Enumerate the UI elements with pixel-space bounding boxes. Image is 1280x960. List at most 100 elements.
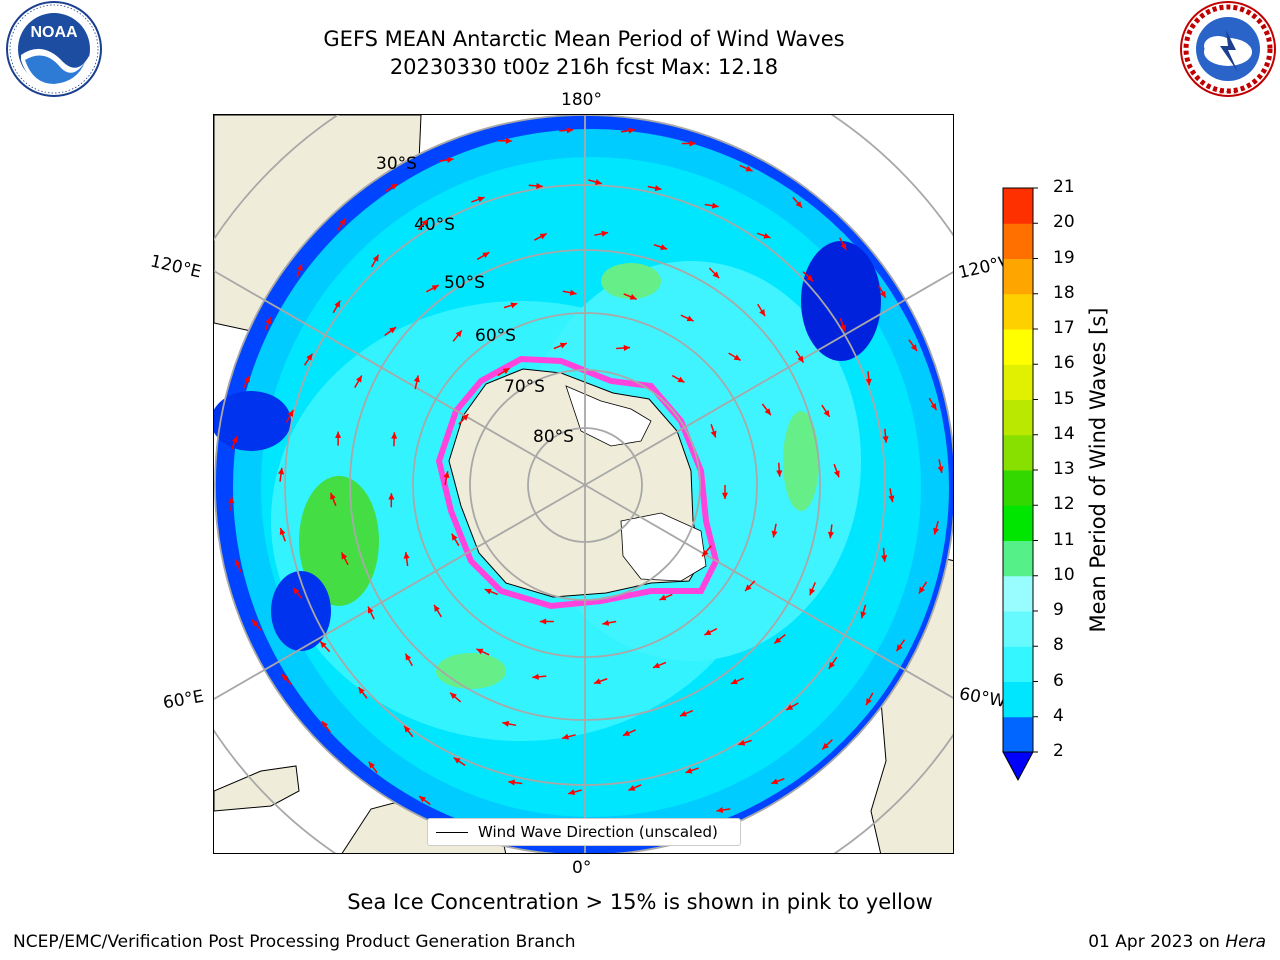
- wave-arrow-head: [539, 618, 547, 625]
- colorbar-bin: [1003, 681, 1033, 718]
- wave-arrow-head: [827, 531, 834, 539]
- colorbar-tick-label: 11: [1053, 529, 1075, 550]
- wave-arrow-head: [721, 492, 729, 499]
- legend-label: Wind Wave Direction (unscaled): [478, 823, 718, 841]
- wave-arrow-head: [828, 661, 835, 669]
- wave-arrow-head: [484, 588, 492, 595]
- wave-arrow-head: [234, 559, 241, 567]
- wave-arrow-head: [716, 807, 724, 814]
- wave-arrow-head: [388, 493, 395, 500]
- svg-text:NOAA: NOAA: [30, 24, 78, 41]
- wave-arrow-head: [339, 218, 346, 226]
- map-panel: 30°S 40°S 50°S 60°S 70°S 80°S: [213, 114, 954, 854]
- wave-arrow-head: [421, 219, 429, 227]
- wave-arrow-head: [569, 289, 577, 296]
- map-legend: Wind Wave Direction (unscaled): [427, 818, 741, 846]
- wave-arrow-head: [888, 495, 895, 503]
- ross-ice-shelf: [565, 385, 652, 447]
- wave-arrow-head: [482, 252, 490, 259]
- colorbar-bin: [1003, 540, 1033, 577]
- wave-arrow-head: [251, 619, 259, 627]
- wave-arrow-head: [712, 271, 720, 279]
- legend-line-symbol: [436, 831, 468, 833]
- wave-arrow-head: [505, 137, 513, 144]
- wind-wave-arrows: [228, 127, 944, 845]
- wave-arrow-head: [405, 653, 412, 661]
- wave-arrow-head: [232, 435, 238, 443]
- wave-arrow-head: [451, 533, 458, 541]
- wave-arrow-head: [733, 354, 741, 361]
- wave-arrow-head: [296, 263, 303, 271]
- wave-arrow-head: [431, 285, 439, 291]
- wave-arrow-head: [330, 492, 336, 500]
- colorbar-bin: [1003, 293, 1033, 330]
- colorbar-tick-label: 12: [1053, 494, 1075, 515]
- wave-arrow-head: [566, 127, 574, 134]
- wave-arrow-head: [840, 243, 847, 251]
- wave-arrow-head: [797, 355, 804, 363]
- credit-text: NCEP/EMC/Verification Post Processing Pr…: [13, 932, 576, 952]
- wave-arrow-head: [809, 588, 816, 596]
- wave-arrow-head: [865, 378, 872, 386]
- sea-ice-note: Sea Ice Concentration > 15% is shown in …: [347, 890, 933, 914]
- lat-label-60s: 60°S: [475, 326, 516, 346]
- wave-arrow-head: [833, 470, 840, 478]
- colorbar-tick-label: 17: [1053, 318, 1075, 338]
- wave-arrow-head: [866, 698, 872, 706]
- colorbar-bin: [1003, 470, 1033, 506]
- longitude-lines: [214, 115, 953, 853]
- map-subtitle: 20230330 t00z 216h fcst Max: 12.18: [389, 55, 779, 79]
- wave-arrow-head: [786, 704, 794, 710]
- wave-arrow-head: [730, 678, 738, 685]
- wave-arrow-head: [532, 673, 539, 680]
- lon-label-60e: 60°E: [161, 686, 206, 714]
- colorbar-tick-label: 13: [1053, 459, 1075, 479]
- wave-arrow-head: [759, 309, 766, 317]
- host-name: Hera: [1225, 932, 1266, 952]
- wave-arrow-head: [539, 233, 547, 240]
- colorbar-bin: [1003, 329, 1033, 365]
- wave-arrow-head: [594, 678, 601, 685]
- wave-arrow-head: [244, 375, 250, 383]
- wave-arrow-head: [320, 641, 327, 649]
- lat-label-70s: 70°S: [504, 377, 545, 397]
- wave-arrow-head: [293, 587, 300, 595]
- noaa-logo: NOAA: [6, 1, 102, 97]
- wave-arrow-head: [443, 471, 450, 479]
- wave-arrow-head: [659, 594, 667, 601]
- wave-arrow-head: [937, 466, 944, 473]
- sea-ice-edge: [435, 355, 720, 610]
- wave-arrow-head: [702, 549, 709, 557]
- lon-label-180: 180°: [561, 90, 602, 110]
- wave-arrow-head: [710, 430, 717, 438]
- wave-arrow-head: [389, 327, 397, 334]
- colorbar-tick-label: 18: [1053, 282, 1075, 303]
- wave-arrow-head: [403, 552, 410, 559]
- wave-arrow-head: [278, 467, 285, 475]
- wave-arrow-head: [510, 302, 518, 309]
- lat-label-40s: 40°S: [414, 215, 455, 235]
- lat-label-50s: 50°S: [444, 273, 485, 293]
- lat-label-80s: 80°S: [533, 427, 574, 447]
- wave-arrow-head: [918, 586, 925, 594]
- wave-arrow-head: [774, 637, 782, 644]
- wave-arrow-head: [711, 202, 719, 209]
- wave-arrow-head: [508, 779, 515, 786]
- wave-arrow-head: [335, 431, 342, 438]
- wave-arrow-head: [334, 300, 341, 308]
- wave-arrow-head: [306, 353, 313, 361]
- colorbar-bin: [1003, 399, 1033, 436]
- colorbar-bin: [1003, 223, 1033, 259]
- colorbar-bin: [1003, 434, 1033, 471]
- lon-label-0: 0°: [572, 858, 592, 878]
- wave-arrow-head: [602, 619, 610, 626]
- wave-arrow-head: [896, 644, 903, 652]
- colorbar-tick-label: 4: [1053, 705, 1064, 726]
- wave-arrow-head: [476, 648, 484, 655]
- wave-arrow-head: [390, 183, 398, 190]
- wave-arrow-head: [355, 375, 362, 383]
- svg-text:★ ★ ★: ★ ★ ★: [1218, 89, 1237, 96]
- wave-arrow-head: [453, 757, 461, 764]
- colorbar-bin: [1003, 258, 1033, 295]
- wave-arrow-head: [434, 604, 440, 612]
